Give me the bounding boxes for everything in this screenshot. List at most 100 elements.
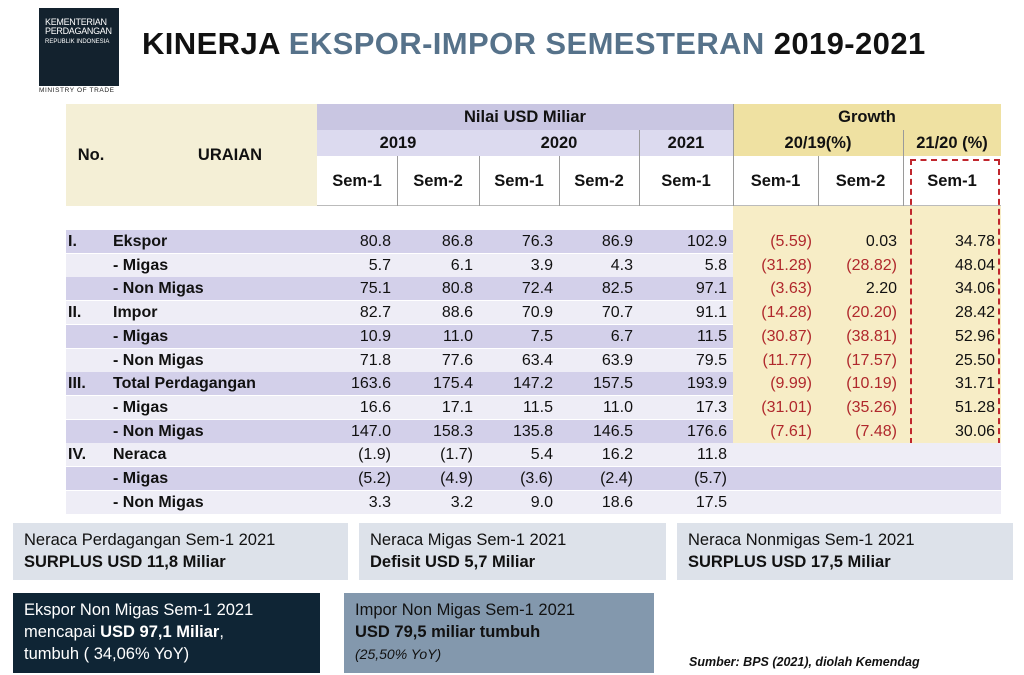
table-cell: 63.9 — [601, 352, 633, 369]
row-label: Neraca — [113, 446, 167, 463]
growth-cell: 34.78 — [954, 233, 995, 250]
table-row-bg — [733, 491, 1001, 514]
row-number — [68, 277, 114, 301]
logo-caption: MINISTRY OF TRADE — [39, 87, 115, 94]
growth-cell: (17.57) — [846, 352, 897, 369]
table-cell: 7.5 — [530, 328, 553, 345]
row-label: - Migas — [113, 257, 169, 274]
header-sem: Sem-2 — [574, 171, 624, 190]
table-cell: 5.7 — [368, 257, 391, 274]
row-number: I. — [68, 233, 77, 250]
table-cell: 71.8 — [359, 352, 391, 369]
growth-cell: (38.81) — [846, 328, 897, 345]
row-number: III. — [68, 375, 86, 392]
growth-cell: (28.82) — [846, 257, 897, 274]
table-cell: 3.3 — [368, 494, 391, 511]
growth-cell: (7.61) — [770, 423, 812, 440]
table-cell: 70.7 — [601, 304, 633, 321]
table-cell: 17.1 — [441, 399, 473, 416]
header-sem: Sem-1 — [927, 171, 977, 190]
table-cell: 102.9 — [686, 233, 727, 250]
growth-cell: 30.06 — [954, 423, 995, 440]
table-cell: 3.2 — [450, 494, 473, 511]
header-divider — [733, 156, 734, 206]
growth-body-panel — [733, 206, 1001, 454]
table-cell: 9.0 — [530, 494, 553, 511]
row-number — [68, 325, 114, 349]
table-cell: 11.5 — [523, 399, 553, 416]
growth-cell: (5.59) — [770, 233, 812, 250]
table-row-bg — [66, 277, 733, 300]
table-cell: 18.6 — [601, 494, 633, 511]
header-nilai-band — [317, 104, 733, 130]
row-number — [68, 491, 114, 515]
table-cell: 158.3 — [432, 423, 473, 440]
table-cell: 80.8 — [359, 233, 391, 250]
ministry-logo: KEMENTERIAN PERDAGANGAN REPUBLIK INDONESI… — [39, 8, 119, 86]
growth-cell: 2.20 — [865, 280, 897, 297]
row-number — [68, 467, 114, 491]
growth-cell: (3.63) — [770, 280, 812, 297]
row-label: Impor — [113, 304, 158, 321]
growth-cell: 25.50 — [954, 352, 995, 369]
header-divider — [818, 156, 819, 206]
source-note: Sumber: BPS (2021), diolah Kemendag — [689, 655, 920, 669]
table-cell: 75.1 — [359, 280, 391, 297]
header-divider — [903, 130, 904, 156]
header-growth: Growth — [838, 107, 896, 126]
table-cell: (4.9) — [440, 470, 473, 487]
header-sem: Sem-1 — [750, 171, 801, 190]
table-cell: 175.4 — [432, 375, 473, 392]
table-cell: 10.9 — [359, 328, 391, 345]
header-year-band — [317, 130, 733, 156]
table-row-bg — [733, 467, 1001, 490]
row-label: - Migas — [113, 470, 169, 487]
table-cell: (1.9) — [358, 446, 391, 463]
table-cell: 6.1 — [450, 257, 473, 274]
table-cell: 11.0 — [443, 328, 473, 345]
growth-cell: 0.03 — [865, 233, 897, 250]
growth-cell: (31.01) — [761, 399, 812, 416]
table-cell: 11.5 — [697, 328, 727, 345]
header-growth-band — [733, 104, 1001, 130]
table-cell: 82.5 — [601, 280, 633, 297]
table-row-bg — [66, 372, 733, 395]
table-cell: 82.7 — [359, 304, 391, 321]
row-label: Total Perdagangan — [113, 375, 256, 392]
row-label: - Migas — [113, 328, 169, 345]
growth-cell: (31.28) — [761, 257, 812, 274]
table-cell: (3.6) — [520, 470, 553, 487]
header-sem: Sem-1 — [332, 171, 382, 190]
table-cell: 5.4 — [530, 446, 553, 463]
table-cell: (5.7) — [694, 470, 727, 487]
table-row-bg — [66, 230, 733, 253]
table-cell: 16.2 — [601, 446, 633, 463]
table-cell: 86.9 — [601, 233, 633, 250]
logo-text: KEMENTERIAN PERDAGANGAN — [45, 17, 112, 36]
growth-cell: 34.06 — [954, 280, 995, 297]
table-cell: 86.8 — [441, 233, 473, 250]
table-cell: 72.4 — [521, 280, 553, 297]
logo-subtext: REPUBLIK INDONESIA — [45, 39, 110, 45]
growth-cell: (20.20) — [846, 304, 897, 321]
table-cell: 146.5 — [592, 423, 633, 440]
header-2020: 2020 — [540, 133, 578, 152]
table-cell: 193.9 — [686, 375, 727, 392]
row-number — [68, 254, 114, 278]
table-cell: 91.1 — [695, 304, 727, 321]
table-row-bg — [66, 325, 733, 348]
header-growth-20-19: 20/19(%) — [784, 133, 852, 152]
growth-cell: (14.28) — [761, 304, 812, 321]
table-cell: 163.6 — [350, 375, 391, 392]
row-number: II. — [68, 304, 82, 321]
header-sem: Sem-2 — [413, 171, 463, 190]
growth-cell: (7.48) — [855, 423, 897, 440]
row-number: IV. — [68, 446, 87, 463]
header-growth-21-20: 21/20 (%) — [916, 133, 988, 152]
table-cell: (5.2) — [358, 470, 391, 487]
header-left-panel — [66, 104, 317, 206]
non-oil-gas-balance-box: Neraca Nonmigas Sem-1 2021 SURPLUS USD 17… — [677, 523, 1013, 580]
page-title: KINERJA EKSPOR-IMPOR SEMESTERAN 2019-202… — [142, 26, 926, 61]
header-divider — [397, 156, 398, 206]
header-divider — [479, 156, 480, 206]
